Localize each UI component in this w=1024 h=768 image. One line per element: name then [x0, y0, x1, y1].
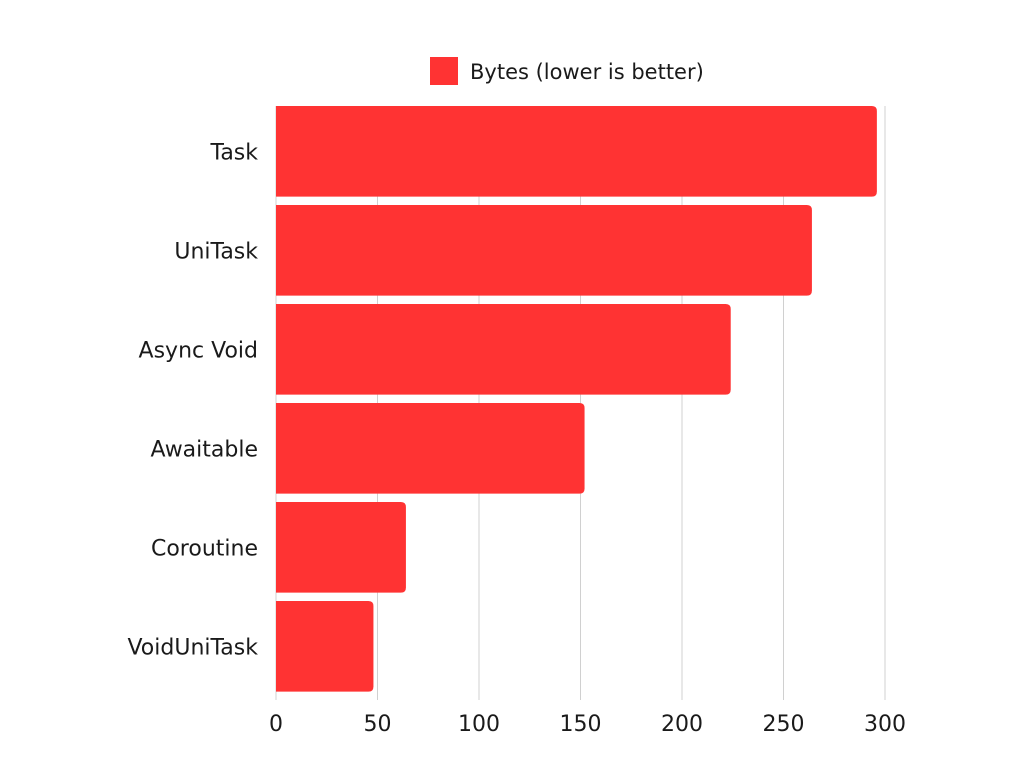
x-tick-label-50: 50 [364, 712, 392, 737]
category-label-awaitable: Awaitable [151, 437, 258, 462]
x-tick-label-100: 100 [458, 712, 500, 737]
category-label-unitask: UniTask [174, 239, 258, 264]
x-tick-label-300: 300 [864, 712, 906, 737]
x-tick-label-200: 200 [661, 712, 703, 737]
bars [276, 106, 877, 692]
x-tick-label-250: 250 [763, 712, 805, 737]
bar-voidunitask [276, 601, 374, 692]
bar-awaitable [276, 403, 585, 494]
legend-swatch [430, 57, 458, 85]
x-tick-label-150: 150 [560, 712, 602, 737]
x-tick-label-0: 0 [269, 712, 283, 737]
bar-async-void [276, 304, 731, 395]
bar-unitask [276, 205, 812, 296]
category-label-task: Task [210, 140, 259, 165]
category-label-voidunitask: VoidUniTask [127, 635, 258, 660]
bar-task [276, 106, 877, 197]
category-label-coroutine: Coroutine [151, 536, 258, 561]
bar-coroutine [276, 502, 406, 593]
category-label-async-void: Async Void [139, 338, 258, 363]
axes: Task UniTask Async Void Awaitable Coroutine V… [127, 140, 906, 737]
legend-label: Bytes (lower is better) [470, 60, 704, 84]
legend: Bytes (lower is better) [430, 57, 704, 85]
